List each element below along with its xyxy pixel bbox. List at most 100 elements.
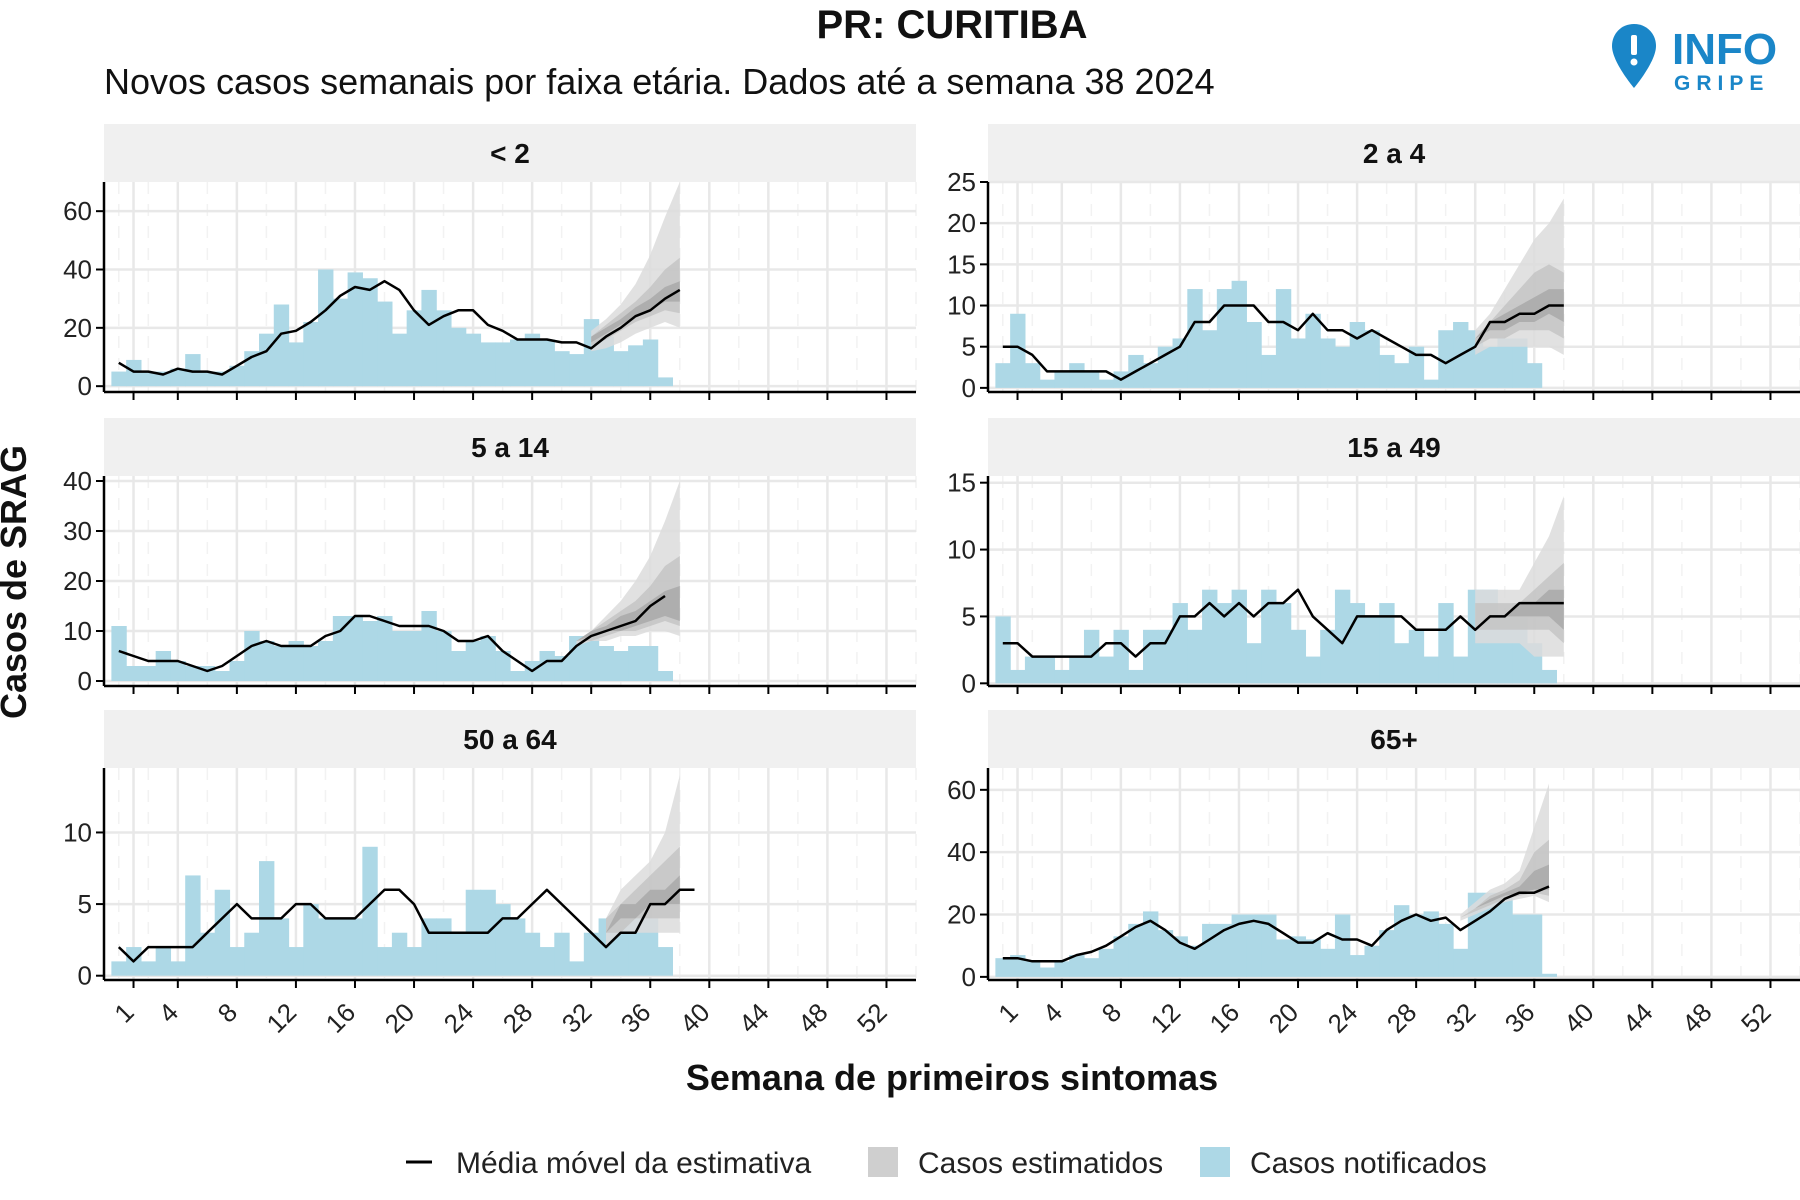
bar [1261, 914, 1277, 977]
bar [229, 947, 245, 976]
bar [1497, 892, 1513, 977]
bar [995, 363, 1011, 388]
x-tick-label: 20 [379, 997, 421, 1039]
x-tick-label: 44 [1617, 997, 1659, 1039]
x-tick-label: 52 [1735, 997, 1777, 1039]
bar [598, 646, 614, 681]
bar [1453, 948, 1469, 977]
y-tick-label: 0 [78, 371, 92, 401]
band-casos-estimados [1475, 198, 1564, 355]
y-tick-label: 20 [63, 566, 92, 596]
bar [1128, 669, 1144, 684]
y-tick-label: 30 [63, 516, 92, 546]
bar [1202, 923, 1218, 977]
y-tick-label: 10 [947, 291, 976, 321]
bar [1408, 914, 1425, 977]
bar [170, 368, 186, 387]
bar [406, 310, 423, 387]
bar [1246, 322, 1262, 388]
bar [347, 616, 363, 681]
band-inner [606, 875, 680, 933]
y-tick-label: 10 [947, 535, 976, 565]
band-inner [1475, 589, 1564, 630]
band-middle [1475, 562, 1564, 644]
bar [318, 269, 334, 387]
line-media-movel [1002, 885, 1550, 963]
bar [259, 641, 275, 681]
bar [524, 333, 541, 387]
bar [1054, 669, 1070, 684]
x-tick-label: 1 [108, 997, 139, 1028]
bar [288, 342, 304, 387]
facet-strip [988, 124, 1800, 182]
bar [1039, 967, 1056, 977]
x-tick-label: 32 [556, 997, 598, 1039]
bar [1246, 914, 1262, 977]
bars-casos-notificados [111, 846, 673, 976]
bar [465, 641, 482, 681]
bar [199, 371, 216, 387]
bar [1231, 914, 1247, 977]
bar [1216, 289, 1233, 388]
bar [480, 342, 496, 387]
x-tick-label: 24 [1322, 997, 1364, 1039]
bar [111, 371, 127, 387]
bar [288, 947, 304, 976]
bar [1098, 379, 1115, 388]
location-pin-icon [1612, 24, 1656, 88]
bar [554, 351, 570, 387]
facet-label: 65+ [1370, 724, 1418, 755]
facet-panel: 2 a 4 0 5 10 15 20 25 [947, 124, 1800, 403]
bar [1246, 643, 1262, 684]
bar [554, 932, 570, 976]
bar [185, 875, 201, 976]
x-tick-label: 12 [1145, 997, 1187, 1039]
bar [436, 918, 452, 976]
bar [170, 661, 186, 681]
bar [1024, 656, 1041, 684]
legend-label: Casos notificados [1250, 1147, 1487, 1180]
y-tick-label: 5 [962, 332, 976, 362]
bar [1261, 589, 1277, 684]
y-tick-label: 10 [63, 616, 92, 646]
x-tick-label: 36 [1499, 997, 1541, 1039]
y-tick-label: 40 [63, 255, 92, 285]
logo-subtext: GRIPE [1674, 72, 1769, 95]
facet-panel: < 2 0 20 40 60 [63, 124, 917, 401]
facet-strip [988, 418, 1800, 476]
bar [613, 651, 629, 681]
bar [214, 889, 231, 976]
bar [1408, 346, 1425, 388]
bar [1231, 589, 1247, 684]
bar [170, 961, 186, 976]
bar [1202, 330, 1218, 388]
bar [185, 354, 201, 387]
bar [362, 621, 378, 681]
bar [436, 631, 452, 681]
bar [1216, 923, 1233, 977]
bar [421, 289, 437, 387]
bar [1349, 955, 1366, 977]
bar [140, 666, 157, 681]
bar [1172, 936, 1188, 977]
bar [362, 278, 378, 387]
x-tick-label: 4 [153, 997, 184, 1028]
bars-casos-notificados [995, 280, 1543, 388]
bar [1098, 656, 1115, 684]
bar [1423, 911, 1439, 977]
legend: Média móvel da estimativa Casos estimatid… [406, 1147, 1487, 1180]
bar [1541, 973, 1557, 977]
bar [1320, 338, 1336, 388]
bar [1526, 914, 1543, 977]
bar [1334, 914, 1351, 977]
bar [1394, 905, 1410, 977]
bar [1010, 669, 1026, 684]
bar [1290, 338, 1307, 388]
line-media-movel [118, 594, 666, 673]
bar [273, 918, 290, 976]
bar [362, 846, 378, 976]
x-tick-label: 8 [212, 997, 243, 1028]
x-tick-label: 32 [1440, 997, 1482, 1039]
